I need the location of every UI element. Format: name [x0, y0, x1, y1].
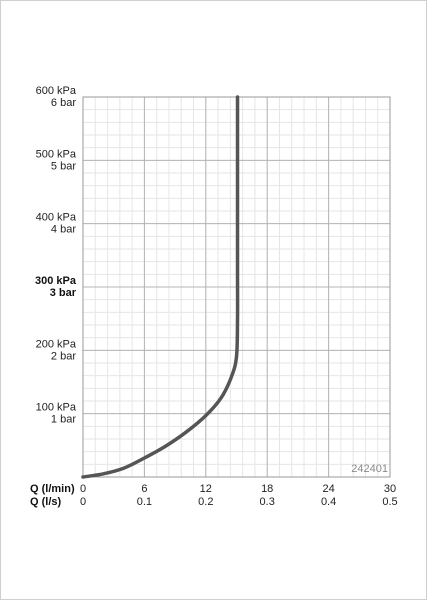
y-tick-label-kpa: 500 kPa: [36, 148, 77, 160]
x-tick-label-ls: 0.3: [260, 496, 275, 508]
y-tick-label-bar: 3 bar: [50, 287, 77, 299]
y-tick-label-kpa: 100 kPa: [36, 402, 77, 414]
chart-code: 242401: [351, 463, 388, 475]
x-tick-label-lpm: 30: [384, 483, 396, 495]
x-tick-label-lpm: 12: [200, 483, 212, 495]
x-tick-label-ls: 0: [80, 496, 86, 508]
x-tick-label-ls: 0.2: [198, 496, 213, 508]
x-tick-label-ls: 0.1: [137, 496, 152, 508]
x-tick-label-lpm: 24: [322, 483, 334, 495]
y-tick-label-kpa: 200 kPa: [36, 338, 77, 350]
x-axis-title-lpm: Q (l/min): [30, 483, 75, 495]
x-axis-title-ls: Q (l/s): [30, 496, 62, 508]
y-tick-label-bar: 6 bar: [51, 97, 76, 109]
x-tick-label-lpm: 6: [141, 483, 147, 495]
y-tick-label-bar: 2 bar: [51, 350, 76, 362]
y-tick-label-kpa: 300 kPa: [35, 275, 77, 287]
x-axis-labels: 00 60.1 120.2 180.3 240.4 300.5: [80, 483, 398, 508]
x-tick-label-lpm: 18: [261, 483, 273, 495]
y-tick-label-kpa: 600 kPa: [36, 85, 77, 97]
x-tick-label-ls: 0.5: [382, 496, 397, 508]
flow-pressure-curve: [81, 95, 240, 479]
y-tick-label-bar: 5 bar: [51, 160, 76, 172]
y-tick-label-bar: 4 bar: [51, 224, 76, 236]
y-tick-label-bar: 1 bar: [51, 414, 76, 426]
x-tick-label-lpm: 0: [80, 483, 86, 495]
y-tick-label-kpa: 400 kPa: [36, 212, 77, 224]
x-tick-label-ls: 0.4: [321, 496, 336, 508]
